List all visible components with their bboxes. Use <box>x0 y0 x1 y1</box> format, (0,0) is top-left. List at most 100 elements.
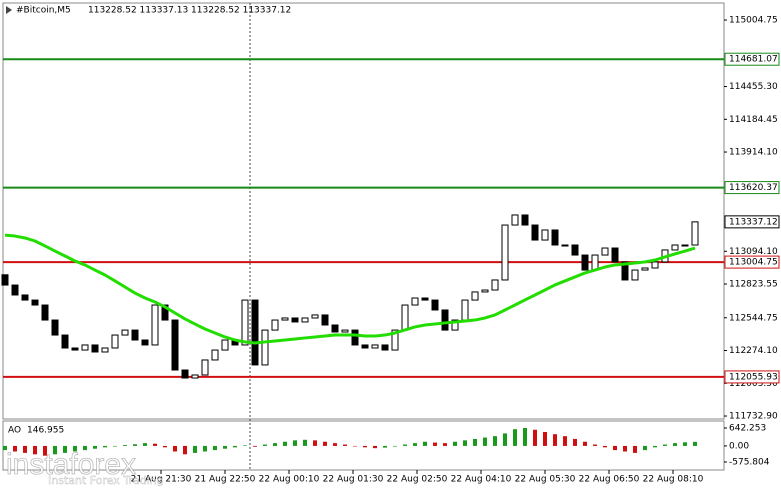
ao-bar <box>493 436 497 446</box>
ao-bar <box>513 429 517 446</box>
candle <box>241 299 249 346</box>
ao-bar <box>243 445 247 446</box>
candle <box>341 329 349 333</box>
ao-bar <box>423 441 427 446</box>
y-tick-label: 114184.45 <box>729 115 778 125</box>
candle <box>611 247 619 263</box>
ao-bar <box>483 437 487 446</box>
candle <box>551 229 559 246</box>
ao-bar <box>633 445 637 453</box>
ao-value: 146.955 <box>27 426 64 436</box>
candle <box>111 334 119 349</box>
ao-bar <box>83 445 87 451</box>
ao-bar <box>103 445 107 448</box>
candle <box>571 244 579 256</box>
ao-bar <box>413 443 417 446</box>
ao-bar <box>343 444 347 446</box>
ao-bar <box>43 445 47 456</box>
ao-bar <box>663 444 667 446</box>
ao-bar <box>473 438 477 446</box>
ao-bar <box>653 445 657 448</box>
ao-bar <box>93 445 97 449</box>
ao-bar <box>293 440 297 446</box>
candle <box>281 317 289 321</box>
candle <box>491 279 499 291</box>
ao-bar <box>333 443 337 446</box>
candle <box>151 304 159 346</box>
candle <box>591 254 599 271</box>
x-tick-label: 21 Aug 22:50 <box>195 475 256 485</box>
ao-bar <box>163 445 167 448</box>
ao-tick-label: -575.804 <box>729 458 770 468</box>
candle <box>301 317 309 323</box>
candle <box>421 297 429 301</box>
ao-bar <box>323 441 327 446</box>
candle <box>441 309 449 331</box>
main-frame <box>2 2 725 420</box>
candle <box>31 299 39 306</box>
ao-bar <box>153 443 157 446</box>
ao-tick-label: 0.00 <box>729 441 749 451</box>
candle <box>21 294 29 301</box>
ao-bar <box>623 445 627 452</box>
candle <box>141 339 149 346</box>
candle <box>271 319 279 331</box>
ao-bar <box>463 440 467 446</box>
ao-bar <box>173 445 177 452</box>
candle <box>251 299 259 366</box>
ao-bar <box>143 443 147 446</box>
candle <box>431 299 439 311</box>
ao-tick-label: 642.253 <box>729 424 766 434</box>
candle <box>181 369 189 379</box>
ao-bar <box>353 445 357 447</box>
ao-bar <box>183 445 187 455</box>
ao-bar <box>213 445 217 451</box>
ao-bar <box>303 439 307 446</box>
candle <box>691 221 699 246</box>
x-tick-label: 22 Aug 00:10 <box>259 475 320 485</box>
ao-bar <box>563 436 567 446</box>
chart-title: #Bitcoin,M5 <box>16 6 71 16</box>
candle <box>201 359 209 376</box>
candle <box>131 329 139 341</box>
candle <box>101 347 109 353</box>
candle <box>331 324 339 333</box>
y-tick-label: 113094.10 <box>729 247 778 257</box>
ao-bar <box>453 441 457 446</box>
watermark-tagline: Instant Forex Trading <box>48 474 164 487</box>
y-tick-label: 113914.10 <box>729 148 778 158</box>
ao-bar <box>23 445 27 453</box>
y-tick-label: 112003.50 <box>729 379 778 389</box>
ao-bar <box>503 433 507 446</box>
candle <box>81 344 89 351</box>
candle <box>71 347 79 351</box>
candle <box>121 329 129 336</box>
candle <box>531 224 539 241</box>
ao-bar <box>443 443 447 446</box>
candle <box>651 261 659 269</box>
candle <box>321 314 329 326</box>
ao-bar <box>553 434 557 446</box>
x-tick-label: 22 Aug 08:10 <box>643 475 704 485</box>
ao-bar <box>373 445 377 449</box>
ao-bar <box>533 429 537 446</box>
ao-bar <box>3 445 7 451</box>
x-tick-label: 21 Aug 21:30 <box>131 475 192 485</box>
x-tick-label: 22 Aug 05:30 <box>515 475 576 485</box>
candle <box>501 224 509 281</box>
level-label-box <box>724 370 780 384</box>
symbol-icon <box>6 6 12 14</box>
ao-bar <box>233 445 237 448</box>
level-label: 113620.37 <box>729 183 778 193</box>
level-label-box <box>724 52 780 66</box>
candle <box>371 344 379 349</box>
ao-bar <box>13 445 17 452</box>
ao-bar <box>383 445 387 448</box>
candle <box>671 244 679 251</box>
candle <box>261 329 269 366</box>
candle <box>351 329 359 346</box>
candle <box>221 339 229 351</box>
candle <box>601 247 609 256</box>
price-label-box <box>724 215 780 229</box>
